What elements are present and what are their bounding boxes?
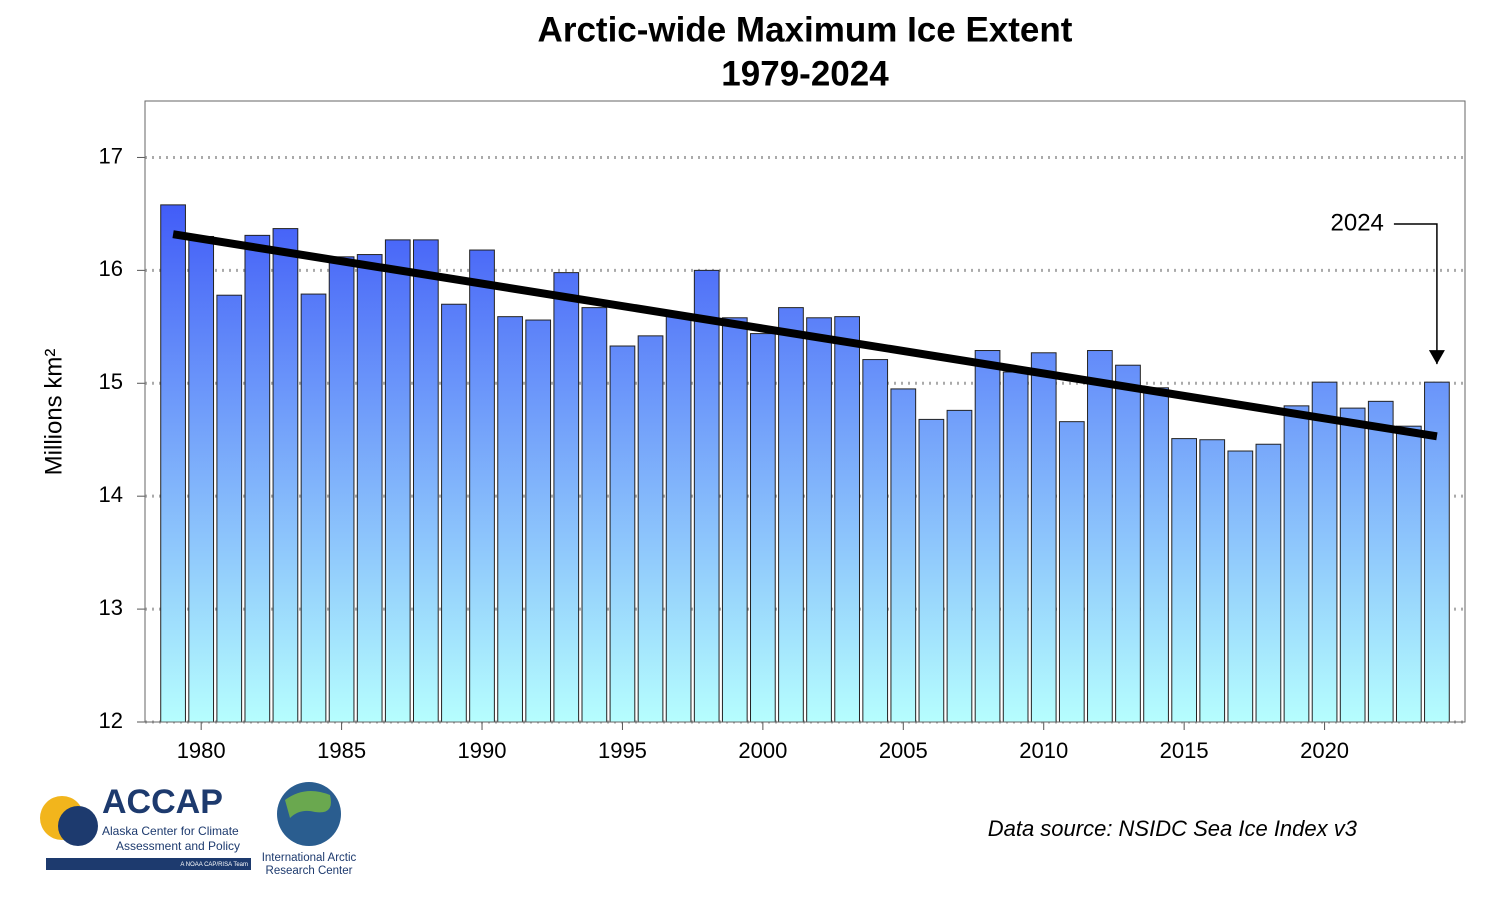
bar bbox=[581, 307, 608, 723]
x-tick-label: 2015 bbox=[1160, 738, 1209, 763]
logo-text: A NOAA CAP/RISA Team bbox=[180, 862, 248, 868]
accap-logo: ACCAP Alaska Center for Climate Assessme… bbox=[40, 783, 251, 870]
globe-land bbox=[285, 791, 331, 818]
x-tick-label: 2005 bbox=[879, 738, 928, 763]
bar bbox=[946, 409, 973, 723]
x-tick-label: 1990 bbox=[458, 738, 507, 763]
logo-bar bbox=[46, 858, 251, 870]
x-tick-label: 1995 bbox=[598, 738, 647, 763]
bar bbox=[1171, 438, 1198, 723]
y-axis-label: Millions km² bbox=[40, 349, 67, 476]
bar bbox=[1395, 425, 1422, 723]
bar bbox=[1087, 350, 1113, 723]
logo-text: International Arctic bbox=[262, 852, 357, 864]
bar bbox=[1339, 407, 1366, 723]
y-tick-label: 16 bbox=[99, 256, 123, 281]
arrow-head bbox=[1428, 350, 1445, 365]
bar bbox=[778, 307, 804, 723]
logo-name: ACCAP bbox=[102, 783, 223, 821]
bar bbox=[750, 333, 776, 723]
bar bbox=[890, 388, 917, 723]
bar bbox=[918, 418, 945, 723]
bar bbox=[244, 234, 271, 723]
x-tick-label: 1980 bbox=[177, 738, 226, 763]
plot-frame bbox=[144, 100, 1466, 723]
bar bbox=[1002, 371, 1029, 723]
bar bbox=[328, 256, 355, 723]
bar bbox=[1115, 364, 1141, 723]
bar bbox=[665, 315, 692, 723]
logo-text: Assessment and Policy bbox=[116, 839, 240, 853]
bar bbox=[300, 293, 327, 723]
bar bbox=[1030, 352, 1057, 723]
bar bbox=[1143, 387, 1169, 723]
bar bbox=[721, 317, 748, 723]
x-tick-label: 1985 bbox=[317, 738, 366, 763]
bar bbox=[1199, 439, 1226, 723]
bar bbox=[974, 350, 1001, 723]
iarc-logo: International Arctic Research Center bbox=[262, 782, 357, 877]
y-tick-label: 13 bbox=[99, 595, 123, 620]
bar bbox=[272, 228, 299, 723]
y-tick-label: 12 bbox=[99, 708, 123, 733]
bar bbox=[188, 235, 215, 723]
y-tick-label: 15 bbox=[99, 369, 123, 394]
y-tick-label: 14 bbox=[99, 482, 123, 507]
source-note: Data source: NSIDC Sea Ice Index v3 bbox=[988, 816, 1358, 841]
annotation-arrow bbox=[1393, 223, 1438, 365]
bar bbox=[384, 239, 411, 723]
x-tick-label: 2000 bbox=[738, 738, 787, 763]
bar bbox=[525, 319, 552, 723]
bar bbox=[609, 345, 636, 723]
annotation: 2024 bbox=[1331, 209, 1384, 236]
logo-text: Research Center bbox=[266, 865, 353, 877]
bar bbox=[1058, 421, 1085, 723]
bar bbox=[553, 272, 580, 723]
bar bbox=[497, 316, 523, 723]
trend-line bbox=[172, 230, 1438, 441]
bar bbox=[862, 359, 889, 723]
bar bbox=[1227, 450, 1254, 723]
bar bbox=[637, 335, 664, 723]
x-tick-label: 2010 bbox=[1019, 738, 1068, 763]
bar bbox=[216, 294, 243, 723]
x-tick-label: 2020 bbox=[1300, 738, 1349, 763]
bar bbox=[834, 316, 860, 723]
bar bbox=[412, 239, 439, 723]
logo-text: Alaska Center for Climate bbox=[102, 824, 239, 838]
snowflake-icon bbox=[58, 806, 98, 846]
bar bbox=[1367, 400, 1394, 723]
chart-subtitle: 1979-2024 bbox=[721, 54, 889, 93]
bar bbox=[160, 204, 186, 723]
bar bbox=[441, 303, 467, 723]
y-tick-label: 17 bbox=[99, 143, 123, 168]
bar bbox=[469, 249, 495, 723]
bar bbox=[1283, 405, 1310, 723]
bar bbox=[356, 254, 383, 723]
bar bbox=[693, 269, 720, 723]
bar bbox=[1311, 381, 1338, 723]
bar bbox=[1255, 443, 1282, 723]
chart-title: Arctic-wide Maximum Ice Extent bbox=[538, 10, 1073, 49]
bar bbox=[806, 317, 832, 723]
